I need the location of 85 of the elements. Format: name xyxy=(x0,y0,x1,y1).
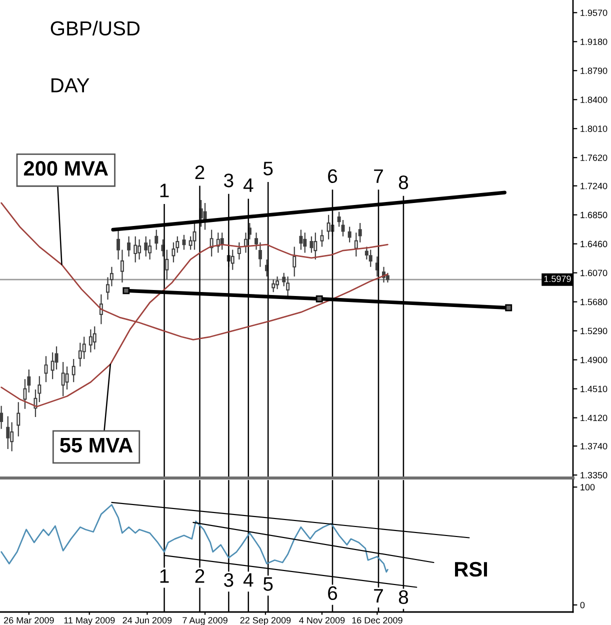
x-tick-label: 11 May 2009 xyxy=(64,617,115,625)
candlestick xyxy=(368,249,372,268)
y-tick-label: 1.5290 xyxy=(580,328,608,334)
y-tick-label: 0 xyxy=(580,602,585,608)
ref-line-label: 7 xyxy=(374,169,383,183)
ref-line-label: 1 xyxy=(160,184,169,198)
candlestick xyxy=(265,258,269,278)
candlestick xyxy=(0,405,4,430)
candlestick xyxy=(44,356,48,383)
candlestick xyxy=(127,236,131,258)
ref-line-label: 2 xyxy=(195,569,204,583)
candlestick xyxy=(326,214,330,240)
point xyxy=(505,304,512,312)
candlestick xyxy=(138,238,142,260)
ref-line-label: 8 xyxy=(398,590,408,604)
candlestick xyxy=(148,238,152,260)
candlestick xyxy=(144,236,148,258)
y-tick-label: 1.8010 xyxy=(580,126,608,132)
y-tick-label: 1.4120 xyxy=(580,414,608,422)
point xyxy=(316,295,323,302)
x-tick-label: 22 Sep 2009 xyxy=(240,617,291,625)
candlestick xyxy=(182,234,186,250)
candlestick xyxy=(348,226,352,243)
ref-line-label: 5 xyxy=(263,577,273,591)
candlestick xyxy=(237,242,241,260)
y-tick-label: 1.9180 xyxy=(580,38,608,45)
candlestick xyxy=(99,294,103,325)
candlestick xyxy=(134,236,138,263)
ref-line-label: 7 xyxy=(374,589,383,603)
ref-line-label: 8 xyxy=(398,175,408,190)
series-label: 55 MVA xyxy=(60,438,133,453)
y-tick-label: 1.9570 xyxy=(580,10,608,16)
candlestick xyxy=(210,229,214,258)
x-tick-label: 7 Aug 2009 xyxy=(182,617,228,625)
ref-line-label: 4 xyxy=(243,178,254,192)
y-tick-label: 1.7620 xyxy=(580,154,608,161)
x-tick-label: 24 Jun 2009 xyxy=(122,617,172,624)
candlestick xyxy=(6,416,10,450)
y-tick-label: 1.3350 xyxy=(580,472,608,478)
candlestick xyxy=(92,326,96,350)
candlestick xyxy=(303,232,307,254)
ref-line-label: 5 xyxy=(263,162,273,176)
ref-line-label: 6 xyxy=(328,586,338,600)
candlestick xyxy=(314,232,318,260)
candlestick xyxy=(286,276,290,298)
y-tick-label: 1.6850 xyxy=(580,212,608,218)
y-tick-label: 100 xyxy=(580,484,595,490)
y-tick-label: 1.6460 xyxy=(580,240,608,248)
candlestick xyxy=(220,232,224,250)
candlestick xyxy=(61,361,65,397)
candlestick xyxy=(276,276,280,290)
series-label: 200 MVA xyxy=(24,161,108,176)
candlestick xyxy=(230,249,234,270)
ref-line-label: 4 xyxy=(243,573,254,587)
y-tick-label: 1.8790 xyxy=(580,68,608,74)
point xyxy=(122,287,130,294)
ref-line-label: 1.5979 xyxy=(544,276,571,282)
x-tick-label: 4 Nov 2009 xyxy=(299,617,345,624)
candlestick xyxy=(272,278,276,293)
candlestick xyxy=(292,246,296,278)
x-tick-label: 26 Mar 2009 xyxy=(4,617,54,624)
y-tick-label: 1.5680 xyxy=(580,298,608,306)
y-tick-label: 1.4510 xyxy=(580,386,608,392)
text: GBP/USD xyxy=(50,20,140,36)
y-tick-label: 1.6070 xyxy=(580,270,608,276)
candlestick xyxy=(88,328,92,353)
candlestick xyxy=(192,222,196,250)
ref-line-label: 3 xyxy=(224,174,234,188)
y-tick-label: 1.3740 xyxy=(580,443,608,450)
y-tick-label: 1.8400 xyxy=(580,96,608,103)
ref-line-label: 2 xyxy=(195,165,204,180)
candlestick xyxy=(16,402,20,437)
text: DAY xyxy=(52,78,90,92)
y-tick-label: 1.7240 xyxy=(580,182,608,190)
candlestick xyxy=(72,358,76,383)
ref-line-label: 6 xyxy=(328,169,338,184)
ref-line-label: 3 xyxy=(224,573,234,587)
x-tick-label: 16 Dec 2009 xyxy=(352,617,402,624)
candlestick xyxy=(165,249,169,280)
annotation: RSI xyxy=(455,562,487,577)
candlestick xyxy=(320,229,324,248)
candlestick xyxy=(299,229,303,250)
candlestick xyxy=(154,229,158,250)
ref-line-label: 1 xyxy=(160,569,169,583)
y-tick-label: 1.4900 xyxy=(580,356,608,364)
